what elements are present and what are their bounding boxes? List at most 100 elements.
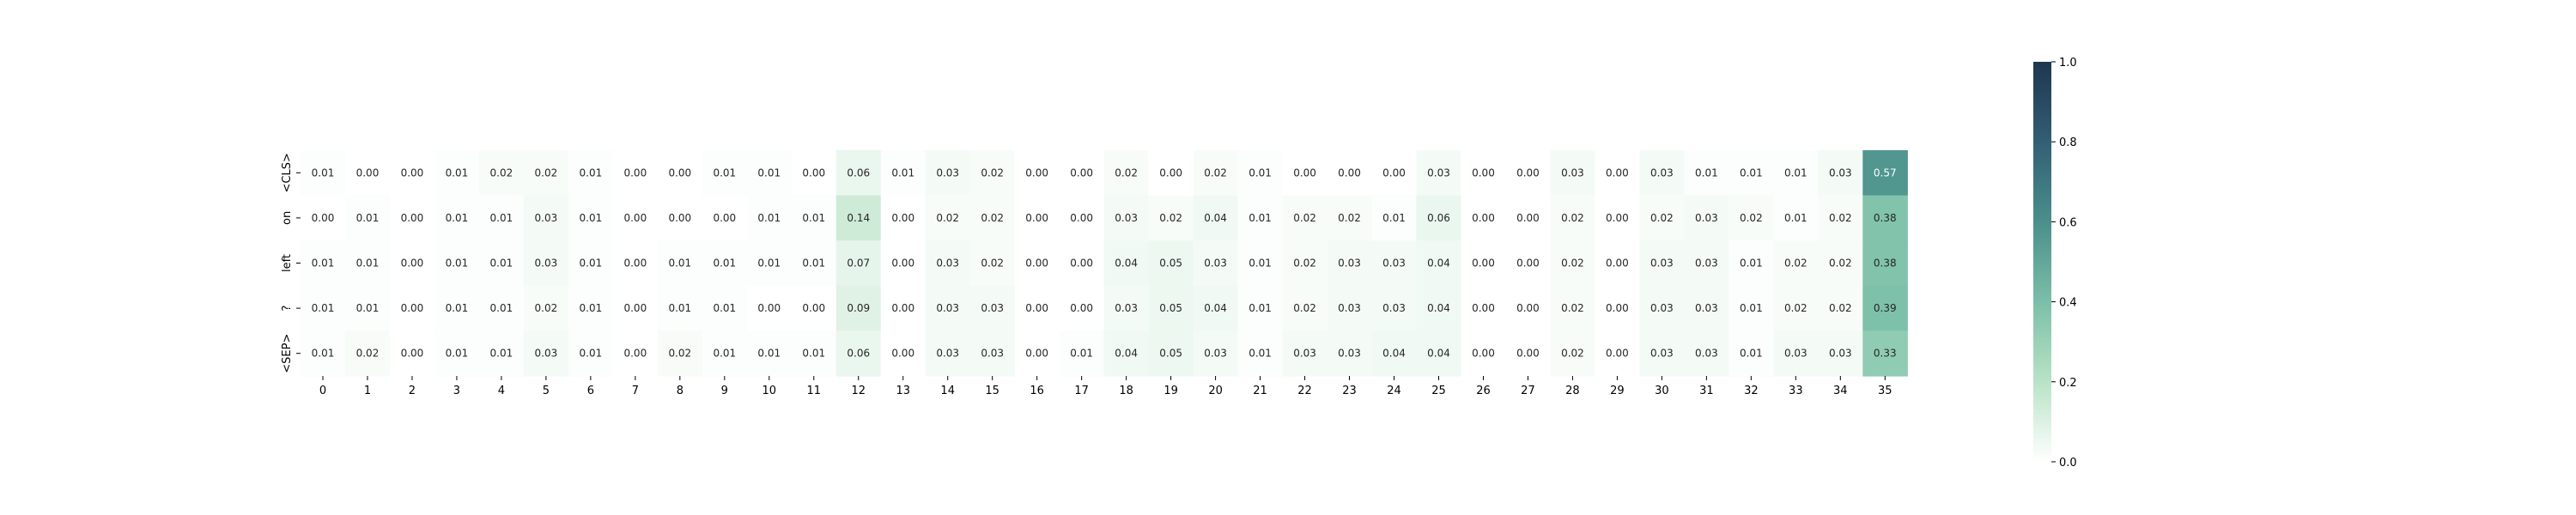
cell-value-label: 0.00 bbox=[1606, 212, 1629, 224]
heatmap-cell bbox=[969, 150, 1016, 197]
cell-value-label: 0.03 bbox=[1561, 167, 1584, 179]
heatmap-cell bbox=[746, 330, 793, 377]
cell-value-label: 0.02 bbox=[981, 212, 1004, 224]
cell-value-label: 0.02 bbox=[1829, 258, 1852, 270]
cell-value-label: 0.00 bbox=[1025, 212, 1048, 224]
cell-value-label: 0.03 bbox=[936, 258, 959, 270]
heatmap-cell bbox=[1773, 150, 1819, 197]
heatmap-cell bbox=[1684, 285, 1729, 331]
heatmap-cell bbox=[568, 285, 614, 331]
cell-value-label: 0.01 bbox=[1740, 302, 1763, 314]
cell-value-label: 0.00 bbox=[401, 167, 424, 179]
x-axis: 0 1 2 3 4 5 6 7 8 9 10 11 12 13 14 15 16 17 18 19 20 21 22 23 24… bbox=[319, 376, 1893, 397]
colorbar-tick-label: 0.0 bbox=[2059, 457, 2077, 470]
cell-value-label: 0.04 bbox=[1204, 212, 1227, 224]
cell-value-label: 0.03 bbox=[1695, 348, 1718, 360]
cell-value-label: 0.03 bbox=[1650, 348, 1674, 360]
cell-value-label: 0.02 bbox=[1829, 302, 1852, 314]
cell-value-label: 0.01 bbox=[490, 302, 513, 314]
cell-value-label: 0.00 bbox=[623, 212, 647, 224]
heatmap-cell bbox=[1282, 240, 1328, 287]
cell-value-label: 0.00 bbox=[1516, 348, 1540, 360]
cell-value-label: 0.02 bbox=[1561, 302, 1584, 314]
heatmap-cell bbox=[1282, 285, 1328, 331]
x-tick-label: 20 bbox=[1208, 385, 1223, 397]
cell-value-label: 0.03 bbox=[981, 348, 1004, 360]
heatmap-cell bbox=[1103, 240, 1150, 287]
cell-value-label: 0.02 bbox=[1338, 212, 1361, 224]
heatmap-cell bbox=[1148, 150, 1194, 197]
heatmap-cell bbox=[1639, 150, 1685, 197]
cell-value-label: 0.01 bbox=[891, 167, 914, 179]
heatmap-cell bbox=[1728, 240, 1774, 287]
heatmap-cell bbox=[1818, 240, 1863, 287]
x-tick-label: 27 bbox=[1521, 385, 1535, 397]
heatmap-cell bbox=[389, 285, 435, 331]
heatmap-cell bbox=[434, 285, 480, 331]
cell-value-label: 0.03 bbox=[1115, 212, 1138, 224]
cell-value-label: 0.05 bbox=[1159, 348, 1182, 360]
x-tick-label: 17 bbox=[1074, 385, 1089, 397]
cell-value-label: 0.01 bbox=[802, 212, 825, 224]
heatmap-cell bbox=[1639, 330, 1685, 377]
cell-value-label: 0.06 bbox=[847, 167, 870, 179]
x-tick-label: 9 bbox=[721, 385, 728, 397]
cell-value-label: 0.02 bbox=[1293, 258, 1316, 270]
heatmap-cell bbox=[1461, 330, 1507, 377]
cell-value-label: 0.03 bbox=[1695, 212, 1718, 224]
cell-value-label: 0.01 bbox=[1695, 167, 1718, 179]
cell-value-label: 0.00 bbox=[401, 348, 424, 360]
heatmap-cell bbox=[1193, 150, 1239, 197]
cell-value-label: 0.00 bbox=[1070, 302, 1093, 314]
heatmap-cell bbox=[389, 195, 435, 241]
heatmap-cell bbox=[880, 195, 927, 241]
heatmap-cell bbox=[1773, 240, 1819, 287]
cell-value-label: 0.01 bbox=[580, 302, 603, 314]
cell-value-label: 0.01 bbox=[490, 348, 513, 360]
cell-value-label: 0.03 bbox=[535, 212, 558, 224]
heatmap-cell bbox=[1818, 195, 1863, 241]
cell-value-label: 0.03 bbox=[1293, 348, 1316, 360]
heatmap-cell bbox=[478, 240, 525, 287]
x-tick-label: 34 bbox=[1833, 385, 1848, 397]
x-tick-label: 4 bbox=[498, 385, 505, 397]
heatmap-cell bbox=[1014, 195, 1060, 241]
cell-value-label: 0.01 bbox=[446, 348, 469, 360]
cell-value-label: 0.00 bbox=[1070, 258, 1093, 270]
x-tick-label: 15 bbox=[985, 385, 999, 397]
cell-value-label: 0.39 bbox=[1874, 302, 1897, 314]
heatmap-cell bbox=[568, 240, 614, 287]
cell-value-label: 0.00 bbox=[1606, 258, 1629, 270]
cell-value-label: 0.00 bbox=[1516, 258, 1540, 270]
x-tick-label: 16 bbox=[1030, 385, 1044, 397]
cell-value-label: 0.00 bbox=[891, 302, 914, 314]
cell-value-label: 0.01 bbox=[802, 258, 825, 270]
heatmap-cell bbox=[1461, 240, 1507, 287]
cell-value-label: 0.02 bbox=[1650, 212, 1674, 224]
x-tick-label: 28 bbox=[1565, 385, 1580, 397]
cell-value-label: 0.03 bbox=[1829, 348, 1852, 360]
cell-value-label: 0.01 bbox=[1070, 348, 1093, 360]
heatmap-cell bbox=[612, 285, 659, 331]
x-tick-label: 32 bbox=[1744, 385, 1759, 397]
cell-value-label: 0.01 bbox=[757, 212, 781, 224]
heatmap-cell bbox=[1862, 240, 1908, 287]
heatmap-cell bbox=[434, 195, 480, 241]
heatmap-cell bbox=[1862, 195, 1908, 241]
heatmap-cell bbox=[746, 240, 793, 287]
heatmap-cell bbox=[523, 240, 569, 287]
heatmap-cell bbox=[301, 195, 346, 241]
heatmap-cell bbox=[791, 150, 837, 197]
heatmap-cell bbox=[1862, 150, 1908, 197]
heatmap-cell bbox=[1103, 195, 1150, 241]
heatmap-cell bbox=[1862, 330, 1908, 377]
cell-value-label: 0.03 bbox=[1695, 258, 1718, 270]
cell-value-label: 0.04 bbox=[1204, 302, 1227, 314]
cell-value-label: 0.04 bbox=[1427, 258, 1450, 270]
heatmap-cell bbox=[1550, 150, 1596, 197]
heatmap-cell bbox=[746, 150, 793, 197]
heatmap-cell bbox=[1193, 195, 1239, 241]
cell-value-label: 0.02 bbox=[535, 167, 558, 179]
heatmap-cell bbox=[434, 150, 480, 197]
